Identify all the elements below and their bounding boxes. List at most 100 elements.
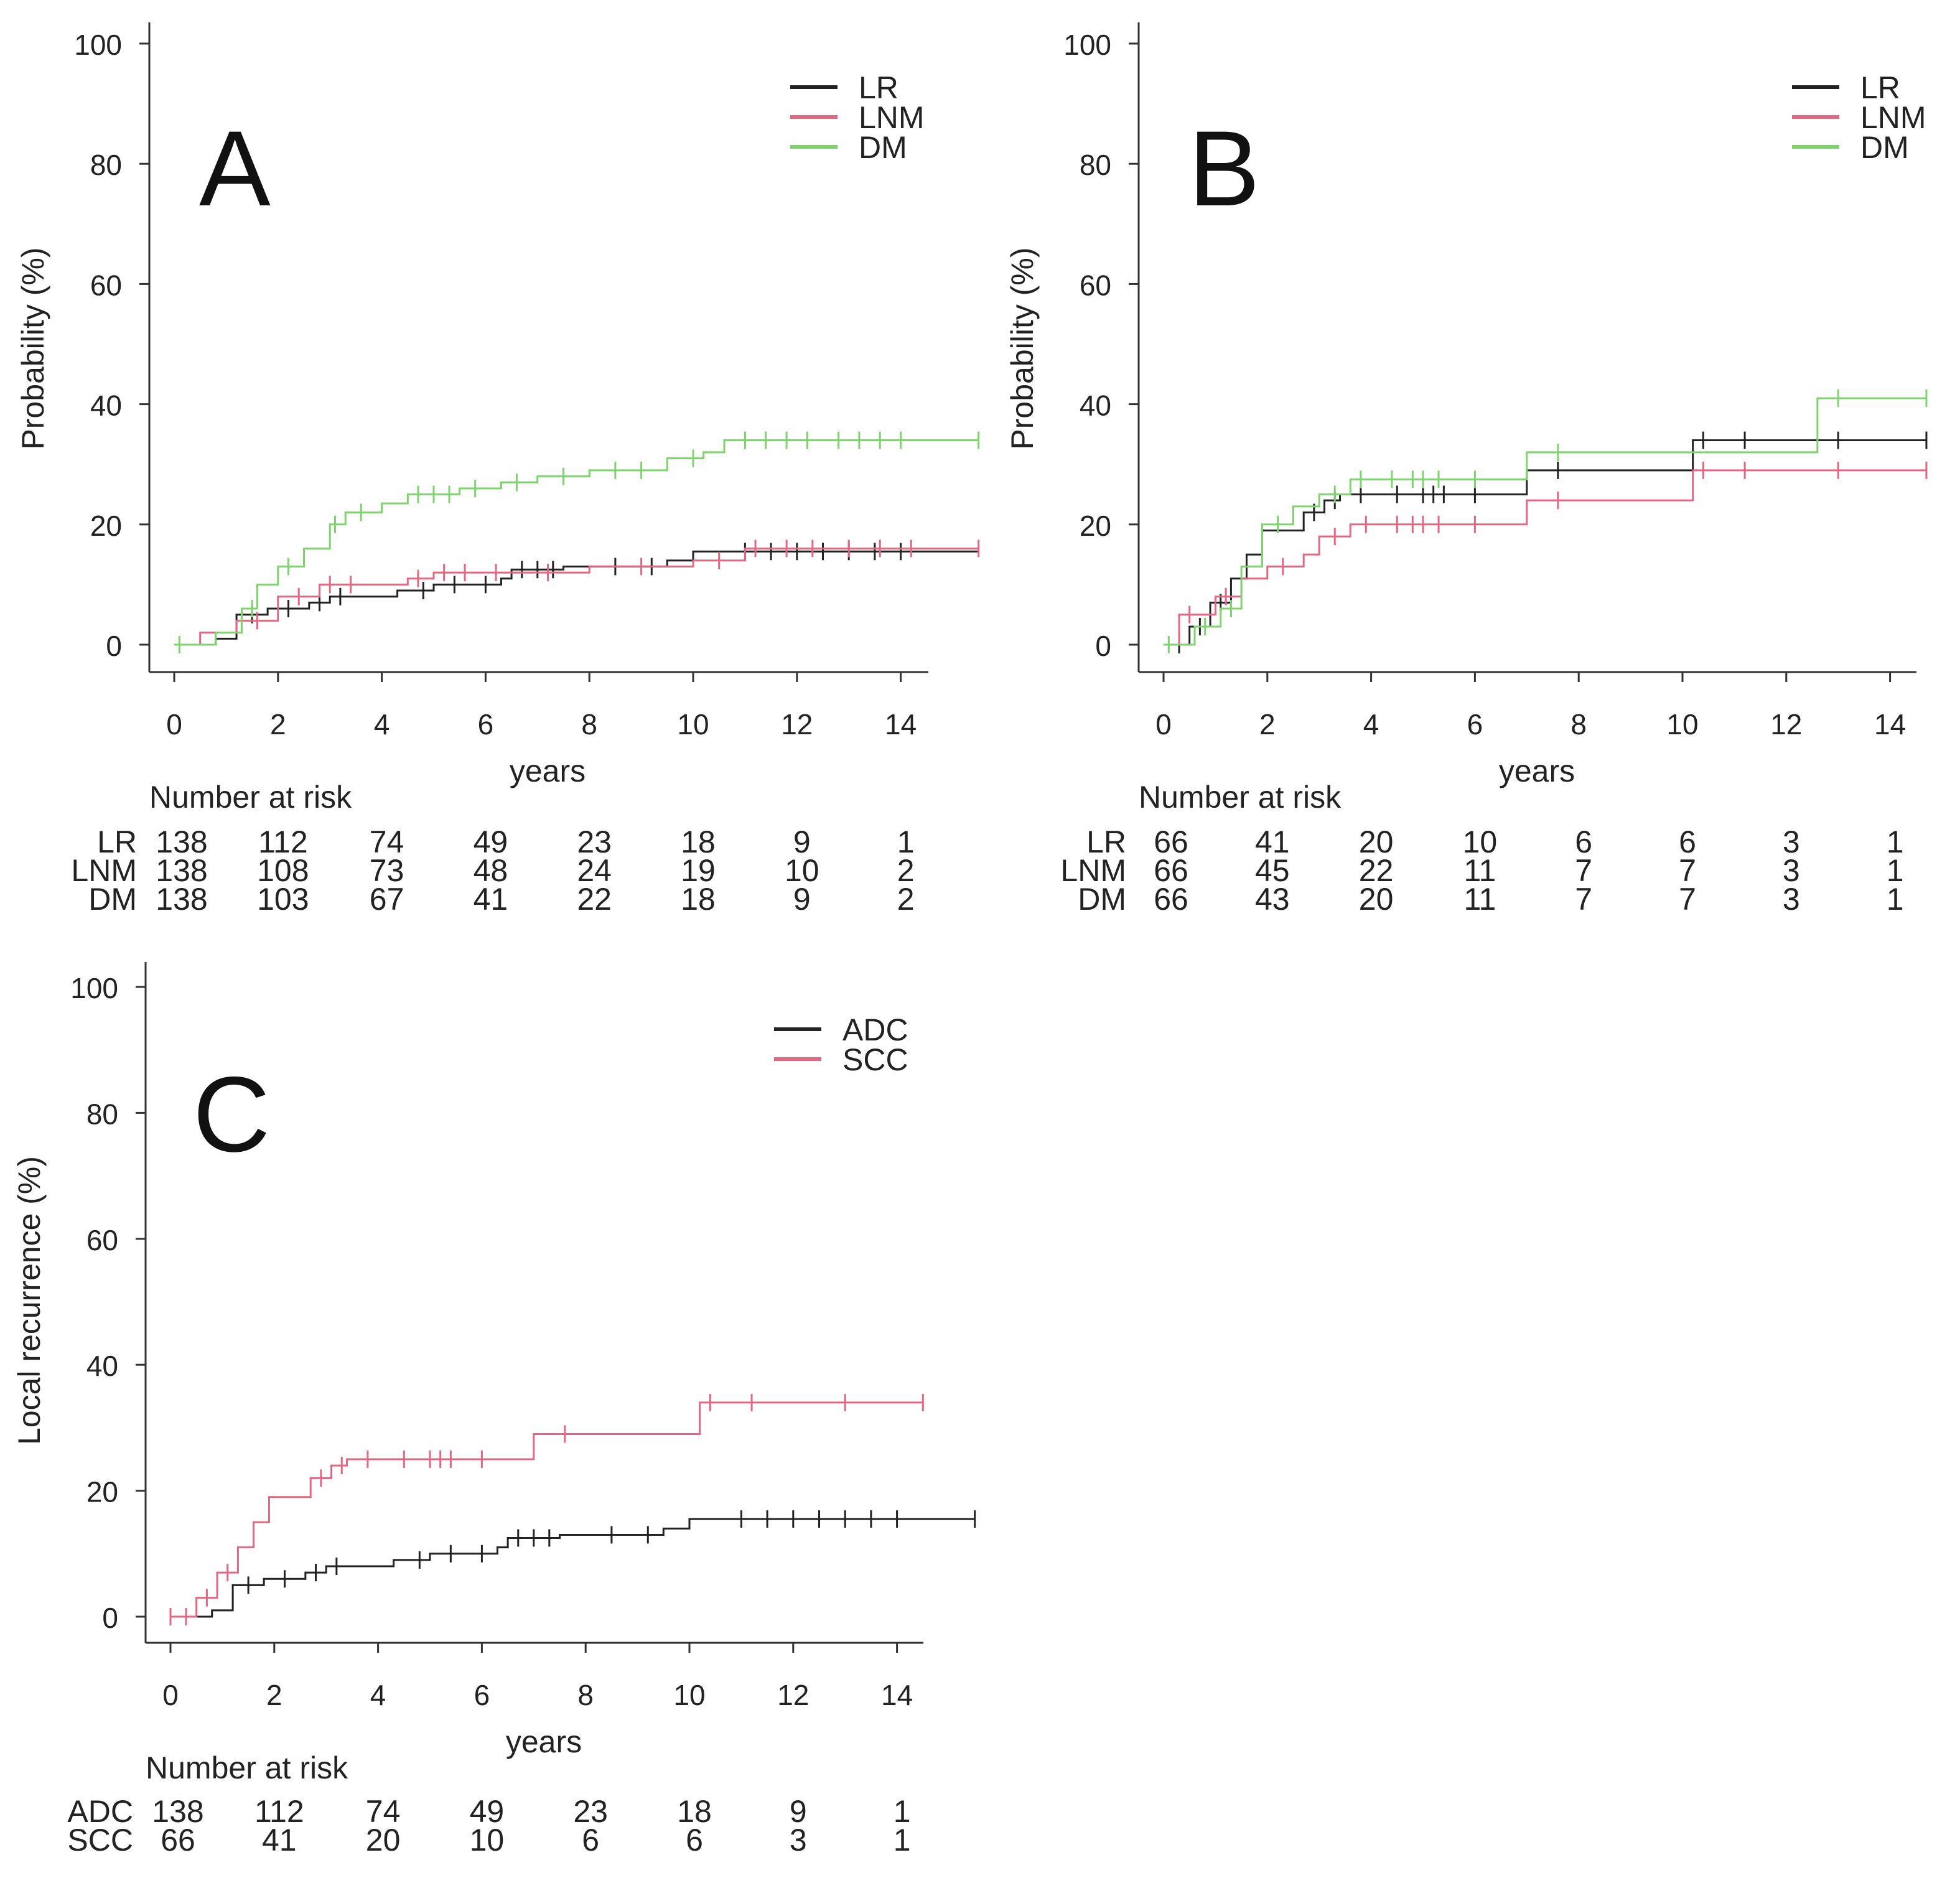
x-tick-label: 0 xyxy=(162,1679,179,1711)
risk-value: 1 xyxy=(1887,853,1904,888)
risk-value: 6 xyxy=(582,1823,599,1857)
series-line-dm xyxy=(174,439,979,646)
risk-value: 19 xyxy=(681,853,716,888)
risk-value: 3 xyxy=(1783,853,1800,888)
x-tick-label: 10 xyxy=(677,708,709,741)
y-tick-label: 20 xyxy=(86,1476,118,1508)
y-tick-label: 100 xyxy=(74,29,122,61)
series-line-scc xyxy=(170,1401,923,1618)
risk-row-label: SCC xyxy=(67,1823,133,1857)
series-line-lnm xyxy=(1164,469,1926,646)
x-tick-label: 10 xyxy=(1666,708,1698,741)
risk-value: 22 xyxy=(1359,853,1394,888)
risk-value: 22 xyxy=(577,882,612,917)
x-tick-label: 4 xyxy=(370,1679,386,1711)
risk-value: 10 xyxy=(470,1823,505,1857)
y-tick-label: 40 xyxy=(1080,390,1111,422)
legend-label-lnm: LNM xyxy=(859,100,925,135)
panel-letter: B xyxy=(1188,109,1260,228)
risk-row-label: LNM xyxy=(71,853,137,888)
risk-value: 138 xyxy=(152,1794,203,1829)
x-tick-label: 2 xyxy=(1259,708,1276,741)
risk-value: 66 xyxy=(1154,825,1188,859)
risk-value: 23 xyxy=(577,825,612,859)
series-line-lr xyxy=(174,550,979,646)
risk-value: 73 xyxy=(370,853,404,888)
y-tick-label: 0 xyxy=(1095,630,1111,662)
x-axis-label: years xyxy=(1499,754,1575,788)
y-axis-label: Probability (%) xyxy=(1005,247,1040,449)
risk-value: 112 xyxy=(254,1794,304,1829)
risk-value: 1 xyxy=(1887,882,1904,917)
panel-b: 0 20 40 60 80 100 0 2 4 6 8 10 12 14 years Probability … xyxy=(1005,22,1928,917)
risk-value: 41 xyxy=(1255,825,1290,859)
x-tick-label: 2 xyxy=(266,1679,282,1711)
x-tick-label: 10 xyxy=(673,1679,705,1711)
risk-value: 7 xyxy=(1679,882,1696,917)
y-tick-label: 100 xyxy=(1063,29,1111,61)
y-tick-label: 60 xyxy=(90,269,122,301)
panel-c: 0 20 40 60 80 100 0 2 4 6 8 10 12 14 years Local recurr… xyxy=(12,962,976,1857)
risk-value: 9 xyxy=(790,1794,807,1829)
x-tick-label: 6 xyxy=(478,708,494,741)
y-axis-label: Local recurrence (%) xyxy=(12,1156,47,1445)
risk-value: 1 xyxy=(1887,825,1904,859)
y-tick-label: 60 xyxy=(86,1224,118,1256)
x-tick-label: 8 xyxy=(581,708,597,741)
legend-label-lr: LR xyxy=(859,70,898,105)
x-tick-label: 8 xyxy=(1570,708,1587,741)
risk-value: 138 xyxy=(156,882,207,917)
legend-label-dm: DM xyxy=(1860,130,1909,165)
x-tick-label: 0 xyxy=(1155,708,1172,741)
risk-value: 1 xyxy=(894,1794,911,1829)
risk-value: 66 xyxy=(1154,882,1188,917)
risk-value: 74 xyxy=(370,825,404,859)
x-tick-label: 12 xyxy=(1770,708,1802,741)
risk-value: 74 xyxy=(366,1794,401,1829)
risk-value: 18 xyxy=(677,1794,712,1829)
risk-value: 20 xyxy=(366,1823,401,1857)
risk-value: 20 xyxy=(1359,825,1394,859)
legend-label-adc: ADC xyxy=(842,1012,908,1047)
x-tick-label: 12 xyxy=(777,1679,809,1711)
risk-row-label: LNM xyxy=(1060,853,1126,888)
risk-value: 10 xyxy=(785,853,819,888)
y-tick-label: 20 xyxy=(90,510,122,542)
risk-value: 9 xyxy=(793,882,811,917)
y-tick-label: 80 xyxy=(90,149,122,181)
risk-row-label: DM xyxy=(88,882,137,917)
risk-value: 24 xyxy=(577,853,612,888)
risk-value: 43 xyxy=(1255,882,1290,917)
risk-value: 7 xyxy=(1575,853,1592,888)
risk-value: 6 xyxy=(1575,825,1592,859)
risk-value: 41 xyxy=(474,882,508,917)
y-tick-label: 40 xyxy=(86,1350,118,1382)
risk-table-title: Number at risk xyxy=(1139,780,1342,815)
x-tick-label: 0 xyxy=(166,708,182,741)
risk-value: 6 xyxy=(686,1823,703,1857)
y-tick-label: 40 xyxy=(90,390,122,422)
risk-table-title: Number at risk xyxy=(146,1750,348,1785)
risk-value: 66 xyxy=(161,1823,195,1857)
y-tick-label: 20 xyxy=(1080,510,1111,542)
risk-value: 138 xyxy=(156,853,207,888)
risk-value: 67 xyxy=(370,882,404,917)
risk-value: 66 xyxy=(1154,853,1188,888)
series-line-lnm xyxy=(174,547,979,646)
risk-table-title: Number at risk xyxy=(149,780,352,815)
risk-value: 2 xyxy=(897,882,915,917)
risk-value: 2 xyxy=(897,853,915,888)
y-tick-label: 80 xyxy=(86,1098,118,1130)
risk-row-label: LR xyxy=(1086,825,1126,859)
x-tick-label: 6 xyxy=(1467,708,1483,741)
risk-value: 49 xyxy=(470,1794,505,1829)
risk-value: 108 xyxy=(257,853,309,888)
risk-value: 7 xyxy=(1679,853,1696,888)
legend-label-lr: LR xyxy=(1860,70,1900,105)
x-tick-label: 14 xyxy=(881,1679,913,1711)
x-tick-label: 12 xyxy=(781,708,813,741)
x-axis-label: years xyxy=(510,754,586,788)
risk-value: 11 xyxy=(1463,882,1496,917)
risk-value: 9 xyxy=(793,825,811,859)
